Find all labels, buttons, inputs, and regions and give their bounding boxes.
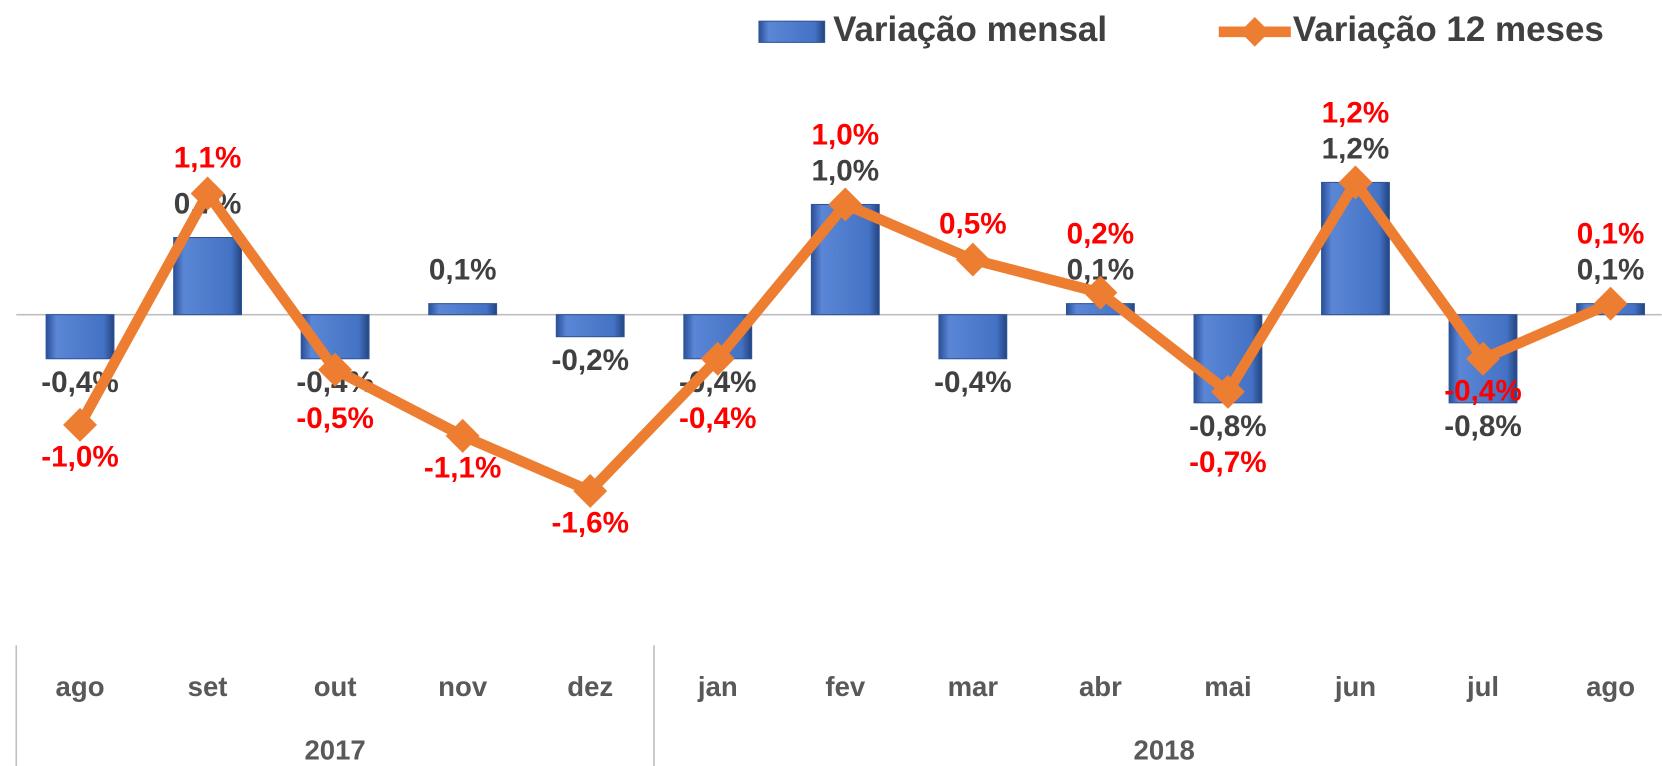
bar [938, 314, 1008, 360]
line-data-label: 0,5% [939, 207, 1007, 240]
line-marker [1083, 275, 1118, 310]
line-data-label: -1,6% [551, 507, 628, 540]
line-marker [63, 407, 97, 442]
legend-label: Variação 12 meses [1293, 10, 1604, 49]
x-tick-label: abr [1079, 671, 1122, 702]
line-marker [445, 418, 480, 453]
line-marker [700, 341, 735, 376]
x-tick-label: fev [825, 671, 865, 702]
bar [810, 203, 880, 316]
x-tick-label: out [314, 671, 357, 702]
bar-data-label: -0,8% [1444, 410, 1521, 443]
x-tick-label: jun [1334, 671, 1376, 702]
line-marker [318, 352, 353, 387]
line-data-label: -1,0% [41, 441, 118, 474]
x-tick-label: jul [1466, 671, 1499, 702]
line-data-label: -0,4% [1444, 374, 1521, 407]
line-marker [955, 242, 990, 277]
x-tick-label: mar [948, 671, 999, 702]
line-data-label: -0,7% [1189, 446, 1266, 479]
x-tick-label: set [188, 671, 228, 702]
x-tick-label: mai [1204, 671, 1251, 702]
x-tick-label: dez [567, 671, 613, 702]
legend-marker [1239, 16, 1270, 47]
bar-data-label: -0,8% [1189, 410, 1266, 443]
line-marker [573, 474, 608, 508]
bar-data-label: -0,4% [934, 366, 1011, 399]
bar [555, 314, 625, 338]
x-tick-label: jan [697, 671, 738, 702]
line-marker [1210, 374, 1245, 409]
bar [173, 237, 243, 316]
line-marker [828, 187, 863, 222]
bar-data-label: 0,1% [1577, 254, 1645, 287]
x-tick-label: ago [56, 671, 105, 702]
group-label: 2018 [1134, 735, 1195, 766]
line-data-label: -0,4% [679, 402, 756, 435]
line-marker [1466, 341, 1500, 376]
group-label: 2017 [305, 735, 366, 766]
line-data-label: 1,0% [811, 119, 879, 152]
bar-data-label: 1,0% [811, 155, 879, 188]
line-data-label: -1,1% [424, 452, 501, 485]
bar [1321, 181, 1390, 316]
line-data-label: 1,2% [1322, 96, 1390, 129]
bar-data-label: 0,1% [429, 254, 497, 287]
line-data-label: 0,1% [1577, 218, 1645, 251]
line-data-label: 0,2% [1067, 218, 1135, 251]
legend-label: Variação mensal [833, 10, 1107, 49]
bar [45, 314, 115, 360]
bar-data-label: 1,2% [1322, 132, 1390, 165]
line-marker [190, 176, 225, 211]
legend-swatch [758, 20, 826, 43]
x-tick-label: ago [1586, 671, 1635, 702]
bar-data-label: -0,2% [551, 344, 628, 377]
line-data-label: 1,1% [174, 141, 242, 174]
bar [428, 303, 498, 316]
line-data-label: -0,5% [296, 402, 373, 435]
line-marker [1593, 286, 1628, 321]
x-tick-label: nov [438, 671, 488, 702]
line-marker [1338, 165, 1373, 200]
